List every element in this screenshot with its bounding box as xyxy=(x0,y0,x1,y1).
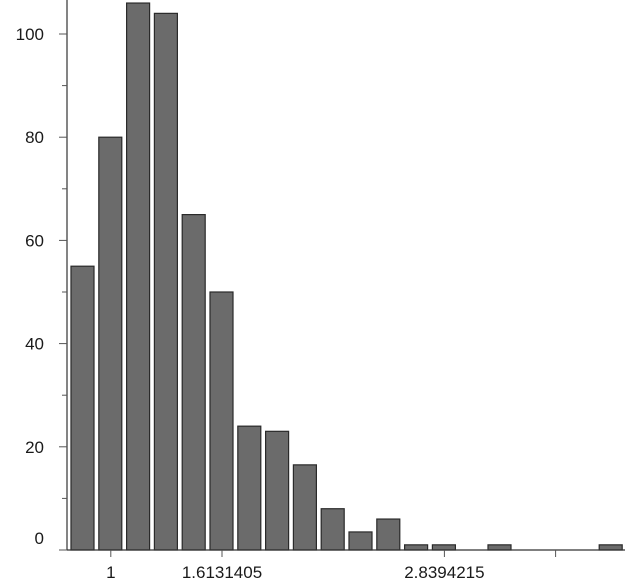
y-tick-label: 20 xyxy=(25,438,44,457)
bar xyxy=(237,425,262,551)
bar xyxy=(348,531,373,551)
bar xyxy=(265,430,290,551)
bar xyxy=(487,544,512,551)
bar xyxy=(404,544,429,551)
bar xyxy=(153,12,178,551)
bars-group xyxy=(70,2,623,551)
y-tick-label: 0 xyxy=(35,529,44,548)
x-axis-ticks: 1 1.6131405 2.8394215 xyxy=(106,550,557,581)
y-tick-label: 40 xyxy=(25,335,44,354)
x-tick-label: 1.6131405 xyxy=(182,563,262,581)
x-tick-label: 2.8394215 xyxy=(404,563,484,581)
bar xyxy=(292,464,317,551)
y-tick-label: 60 xyxy=(25,231,44,250)
x-tick-label: 1 xyxy=(106,563,115,581)
bar xyxy=(181,214,206,551)
bar xyxy=(98,136,123,551)
bar xyxy=(209,291,234,551)
bar xyxy=(125,2,151,551)
bar xyxy=(320,508,345,551)
bar xyxy=(376,518,401,551)
bar xyxy=(70,265,95,551)
bar xyxy=(598,544,623,551)
y-axis-ticks: 0 20 40 60 80 100 xyxy=(16,25,67,551)
bar xyxy=(431,544,456,551)
y-tick-label: 100 xyxy=(16,25,44,44)
y-tick-label: 80 xyxy=(25,128,44,147)
